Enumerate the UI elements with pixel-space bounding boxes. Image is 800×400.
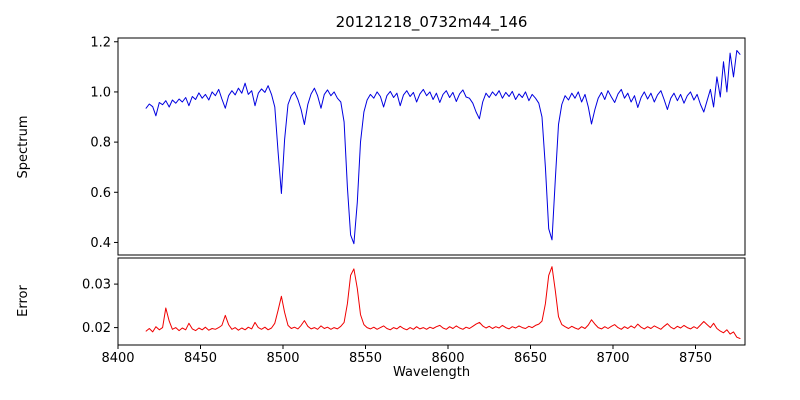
spectrum-axes-frame xyxy=(117,37,746,256)
spectrum-y-tick-label: 0.8 xyxy=(90,136,111,151)
x-tick-label: 8450 xyxy=(184,351,217,366)
spectrum-y-tick-label: 1.2 xyxy=(90,35,111,50)
error-line xyxy=(145,266,741,339)
x-tick-label: 8550 xyxy=(349,351,382,366)
x-tick-label: 8650 xyxy=(514,351,547,366)
x-tick-label: 8700 xyxy=(596,351,629,366)
x-tick-label: 8750 xyxy=(679,351,712,366)
spectrum-y-tick-label: 1.0 xyxy=(90,85,111,100)
error-axes-frame xyxy=(117,257,746,346)
x-tick-label: 8400 xyxy=(101,351,134,366)
error-y-tick-label: 0.03 xyxy=(82,278,111,293)
x-tick-label: 8500 xyxy=(266,351,299,366)
x-tick-label: 8600 xyxy=(431,351,464,366)
chart-title: 20121218_0732m44_146 xyxy=(335,13,528,31)
spectrum-line xyxy=(145,50,741,245)
error-y-tick-label: 0.02 xyxy=(82,321,111,336)
spectrum-y-tick-label: 0.6 xyxy=(90,186,111,201)
x-axis-label: Wavelength xyxy=(392,365,471,380)
spectrum-y-tick-label: 0.4 xyxy=(90,236,111,251)
